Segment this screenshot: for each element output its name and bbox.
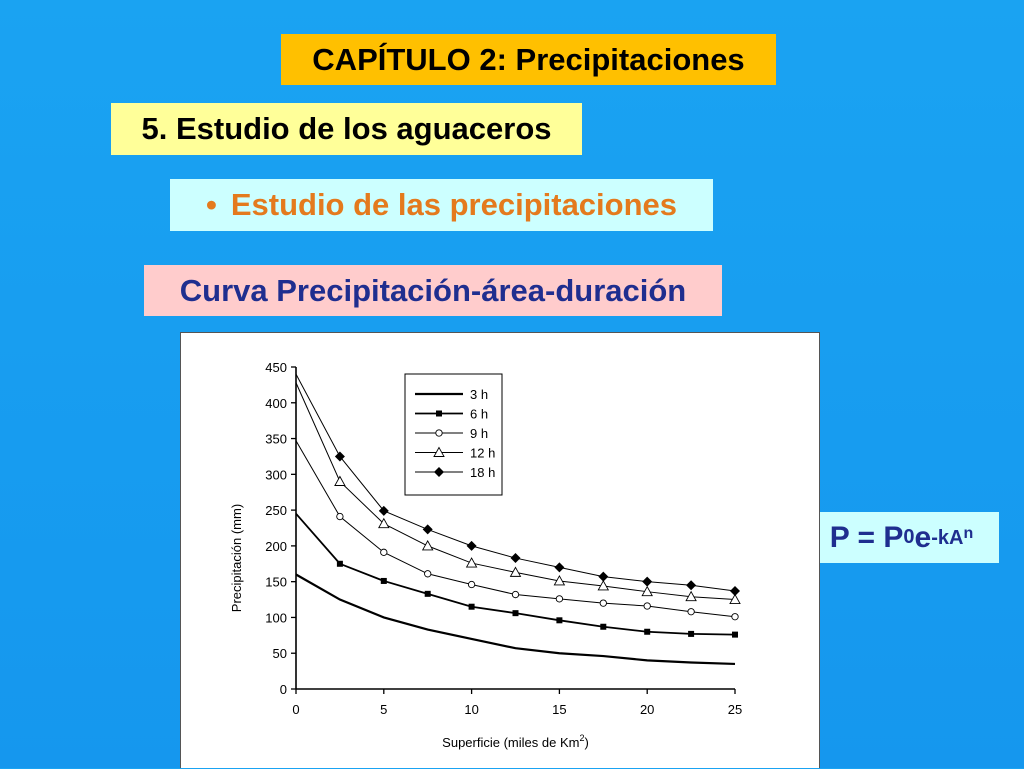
axes: 0 50 100 150 200 250 300 350 400 450 0 5 10 15 20 25 <box>265 360 742 717</box>
legend-label: 12 h <box>470 446 495 461</box>
formula-lhs: P = P <box>829 520 904 554</box>
diamond-marker <box>598 571 609 582</box>
formula-exponent-power: n <box>963 525 974 542</box>
diamond-marker <box>466 540 477 551</box>
diamond-marker <box>730 585 740 596</box>
series-3h <box>295 573 736 666</box>
y-tick-label: 50 <box>273 646 287 661</box>
diamond-marker <box>334 451 345 462</box>
x-tick-label: 0 <box>292 702 299 717</box>
y-tick-label: 400 <box>265 396 287 411</box>
chart-panel: 0 50 100 150 200 250 300 350 400 450 0 5 10 15 20 25 3 … <box>180 332 820 768</box>
x-axis-label-close: ) <box>584 735 588 750</box>
y-tick-label: 150 <box>265 575 287 590</box>
triangle-marker <box>334 475 346 486</box>
square-marker <box>600 623 607 630</box>
diamond-marker <box>686 580 697 591</box>
x-tick-label: 10 <box>464 702 478 717</box>
circle-marker <box>336 512 344 521</box>
x-tick-label: 5 <box>380 702 387 717</box>
formula-base: e <box>914 520 932 554</box>
square-marker <box>380 577 387 584</box>
square-marker <box>512 610 519 617</box>
square-marker <box>336 560 343 567</box>
x-axis-label: Superficie (miles de Km2) <box>442 733 589 750</box>
legend-label: 18 h <box>470 465 495 480</box>
square-marker <box>644 628 651 635</box>
x-axis-label-text: Superficie (miles de Km <box>442 735 579 750</box>
x-axis-label-sup: 2 <box>579 733 584 743</box>
y-tick-label: 350 <box>265 432 287 447</box>
square-marker <box>468 603 475 610</box>
circle-marker <box>511 590 520 599</box>
triangle-marker <box>421 539 434 551</box>
bullet-icon: • <box>205 187 217 222</box>
x-tick-label: 15 <box>552 702 566 717</box>
square-marker <box>556 617 563 624</box>
y-tick-label: 200 <box>265 539 287 554</box>
legend: 3 h 6 h 9 h 12 h 18 h <box>404 373 503 496</box>
circle-marker <box>435 429 443 437</box>
diamond-marker <box>422 524 433 535</box>
triangle-marker <box>641 585 653 597</box>
circle-marker <box>687 608 695 616</box>
y-tick-label: 0 <box>280 682 287 697</box>
circle-marker <box>731 613 739 621</box>
triangle-marker <box>433 446 445 457</box>
square-marker <box>732 631 738 638</box>
square-marker <box>436 410 442 417</box>
x-tick-label: 25 <box>728 702 742 717</box>
circle-marker <box>643 602 651 610</box>
circle-marker <box>424 570 432 578</box>
triangle-marker <box>553 575 566 586</box>
chapter-title: CAPÍTULO 2: Precipitaciones <box>281 34 776 85</box>
y-tick-label: 300 <box>265 467 287 482</box>
triangle-marker <box>729 593 741 605</box>
formula-exponent-text: -kA <box>931 527 964 549</box>
y-tick-label: 250 <box>265 503 287 518</box>
diamond-marker <box>378 505 389 516</box>
series-12h <box>295 382 741 605</box>
precipitation-area-duration-chart: 0 50 100 150 200 250 300 350 400 450 0 5 10 15 20 25 3 … <box>229 360 742 750</box>
y-axis-label: Precipitación (mm) <box>229 504 244 612</box>
series-18h <box>295 373 740 596</box>
formula-exponent: -kAn <box>931 525 973 550</box>
triangle-marker <box>597 580 610 591</box>
curve-title: Curva Precipitación-área-duración <box>144 265 722 316</box>
y-tick-label: 100 <box>265 610 287 625</box>
circle-marker <box>599 599 607 607</box>
section-title: 5. Estudio de los aguaceros <box>111 103 582 155</box>
triangle-marker <box>685 590 697 602</box>
diamond-marker <box>554 562 565 573</box>
x-tick-label: 20 <box>640 702 654 717</box>
diamond-marker <box>510 553 521 564</box>
legend-label: 6 h <box>470 407 488 422</box>
circle-marker <box>555 595 564 603</box>
triangle-marker <box>465 557 478 568</box>
formula-subscript: 0 <box>903 526 915 548</box>
square-marker <box>424 590 431 597</box>
y-tick-label: 450 <box>265 360 287 375</box>
triangle-marker <box>509 566 522 577</box>
square-marker <box>688 630 695 637</box>
legend-label: 3 h <box>470 387 488 402</box>
series-lines <box>295 373 741 666</box>
diamond-marker <box>434 467 444 477</box>
circle-marker <box>467 580 476 589</box>
diamond-marker <box>642 576 653 587</box>
series-9h <box>295 440 739 621</box>
topic-label: Estudio de las precipitaciones <box>230 187 678 222</box>
series-6h <box>295 513 738 638</box>
series-line <box>295 440 736 618</box>
triangle-marker <box>378 517 390 529</box>
legend-label: 9 h <box>470 426 488 441</box>
topic-title: • Estudio de las precipitaciones <box>170 179 713 231</box>
circle-marker <box>380 548 388 556</box>
series-line <box>295 573 736 666</box>
